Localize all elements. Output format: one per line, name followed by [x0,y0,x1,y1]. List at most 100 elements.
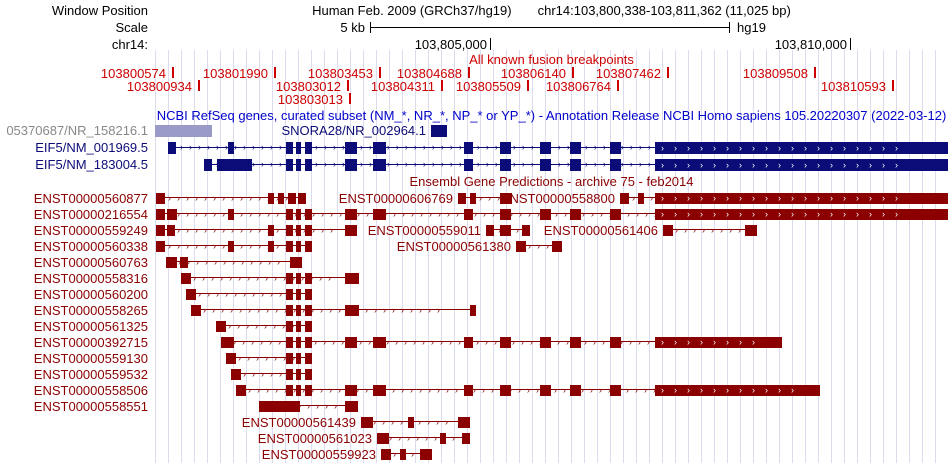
refseq-exon[interactable] [655,142,948,154]
ensembl-exon[interactable] [373,337,386,348]
breakpoint-tick[interactable] [198,80,200,91]
refseq-exon[interactable] [204,159,212,171]
ensembl-exon[interactable] [522,225,530,236]
breakpoint-label[interactable]: 103803012 [275,79,341,94]
ensembl-exon[interactable] [286,337,293,348]
ensembl-exon[interactable] [305,289,312,300]
ensembl-item-label[interactable]: ENST00000558551 [33,399,148,414]
ensembl-exon[interactable] [305,209,312,220]
refseq-exon[interactable] [296,159,301,171]
ensembl-exon[interactable] [458,417,470,428]
breakpoint-label[interactable]: 103806764 [545,79,611,94]
refseq-exon[interactable] [373,142,386,154]
ensembl-exon[interactable] [377,433,389,444]
breakpoint-label[interactable]: 103807462 [595,66,661,81]
ensembl-exon[interactable] [156,241,165,252]
refseq-exon[interactable] [610,142,621,154]
breakpoint-tick[interactable] [617,80,619,91]
ensembl-exon[interactable] [278,193,284,204]
ensembl-exon[interactable] [381,449,391,460]
ensembl-exon[interactable] [305,321,312,332]
refseq-exon[interactable] [500,142,511,154]
breakpoint-label[interactable]: 103801990 [202,66,268,81]
breakpoint-tick[interactable] [349,93,351,104]
breakpoint-tick[interactable] [572,67,574,78]
ensembl-item-label[interactable]: ENST00000559130 [33,351,148,366]
ensembl-exon[interactable] [305,241,312,252]
ensembl-item-label[interactable]: ENST00000560200 [33,287,148,302]
ensembl-exon[interactable] [400,449,406,460]
ensembl-exon[interactable] [610,337,621,348]
breakpoint-tick[interactable] [347,80,349,91]
ensembl-exon[interactable] [458,193,466,204]
refseq-exon[interactable] [345,159,357,171]
ensembl-exon[interactable] [181,273,191,284]
ensembl-exon[interactable] [286,241,293,252]
ensembl-item-label[interactable]: ENST00000558316 [33,271,148,286]
ensembl-exon[interactable] [167,225,175,236]
ensembl-exon[interactable] [620,193,629,204]
refseq-exon[interactable] [570,142,581,154]
ensembl-item-label[interactable]: ENST00000559532 [33,367,148,382]
ensembl-exon[interactable] [180,257,188,268]
breakpoint-tick[interactable] [379,67,381,78]
ensembl-exon[interactable] [552,241,562,252]
refseq-exon[interactable] [540,142,551,154]
ensembl-exon[interactable] [296,241,301,252]
ensembl-exon[interactable] [638,193,644,204]
ensembl-exon[interactable] [268,241,274,252]
refseq-exon[interactable] [464,142,473,154]
ensembl-item-label[interactable]: ENST00000561380 [396,239,511,254]
refseq-exon[interactable] [305,142,312,154]
ensembl-exon[interactable] [290,257,302,268]
breakpoint-label[interactable]: 103803453 [307,66,373,81]
ensembl-exon[interactable] [216,321,226,332]
ensembl-exon[interactable] [268,193,274,204]
refseq-item-label[interactable]: EIF5/NM_001969.5 [35,140,148,155]
ensembl-exon[interactable] [156,209,165,220]
ensembl-exon[interactable] [345,337,357,348]
ensembl-exon[interactable] [286,369,293,380]
refseq-exon[interactable] [296,142,301,154]
ensembl-exon[interactable] [408,417,414,428]
ensembl-track-title[interactable]: Ensembl Gene Predictions - archive 75 - … [409,174,694,189]
ensembl-exon[interactable] [345,225,357,236]
refseq-exon[interactable] [155,125,212,137]
ensembl-item-label[interactable]: ENST00000558265 [33,303,148,318]
refseq-exon[interactable] [228,142,234,154]
breakpoint-tick[interactable] [441,80,443,91]
ensembl-exon[interactable] [221,337,234,348]
ensembl-exon[interactable] [570,385,581,396]
ensembl-exon[interactable] [286,273,293,284]
refseq-item-label[interactable]: EIF5/NM_183004.5 [35,157,148,172]
ensembl-exon[interactable] [655,385,820,396]
ensembl-exon[interactable] [500,209,511,220]
refseq-item-label[interactable]: SNORA28/NR_002964.1 [281,123,426,138]
ensembl-item-label[interactable]: ENST00000560338 [33,239,148,254]
fusion-track-title[interactable]: All known fusion breakpoints [469,52,634,67]
ensembl-exon[interactable] [286,353,293,364]
refseq-exon[interactable] [168,142,176,154]
ensembl-item-label[interactable]: ENST00000561023 [257,431,372,446]
ensembl-exon[interactable] [516,241,526,252]
breakpoint-label[interactable]: 103803013 [277,92,343,107]
ensembl-exon[interactable] [286,209,293,220]
ensembl-exon[interactable] [345,385,357,396]
ensembl-item-label[interactable]: ENST00000561325 [33,319,148,334]
ensembl-exon[interactable] [464,209,473,220]
refseq-track-title[interactable]: NCBI RefSeq genes, curated subset (NM_*,… [156,108,947,123]
breakpoint-tick[interactable] [274,67,276,78]
refseq-exon[interactable] [345,142,357,154]
ensembl-exon[interactable] [540,385,551,396]
ensembl-item-label[interactable]: ENST00000560763 [33,255,148,270]
ensembl-exon[interactable] [191,305,201,316]
breakpoint-label[interactable]: 103800574 [100,66,166,81]
ensembl-exon[interactable] [228,209,234,220]
ensembl-exon[interactable] [500,337,511,348]
ensembl-exon[interactable] [296,353,301,364]
ensembl-exon[interactable] [500,225,511,236]
refseq-exon[interactable] [217,159,252,171]
breakpoint-label[interactable]: 103809508 [742,66,808,81]
refseq-exon[interactable] [286,159,293,171]
ensembl-exon[interactable] [286,385,293,396]
